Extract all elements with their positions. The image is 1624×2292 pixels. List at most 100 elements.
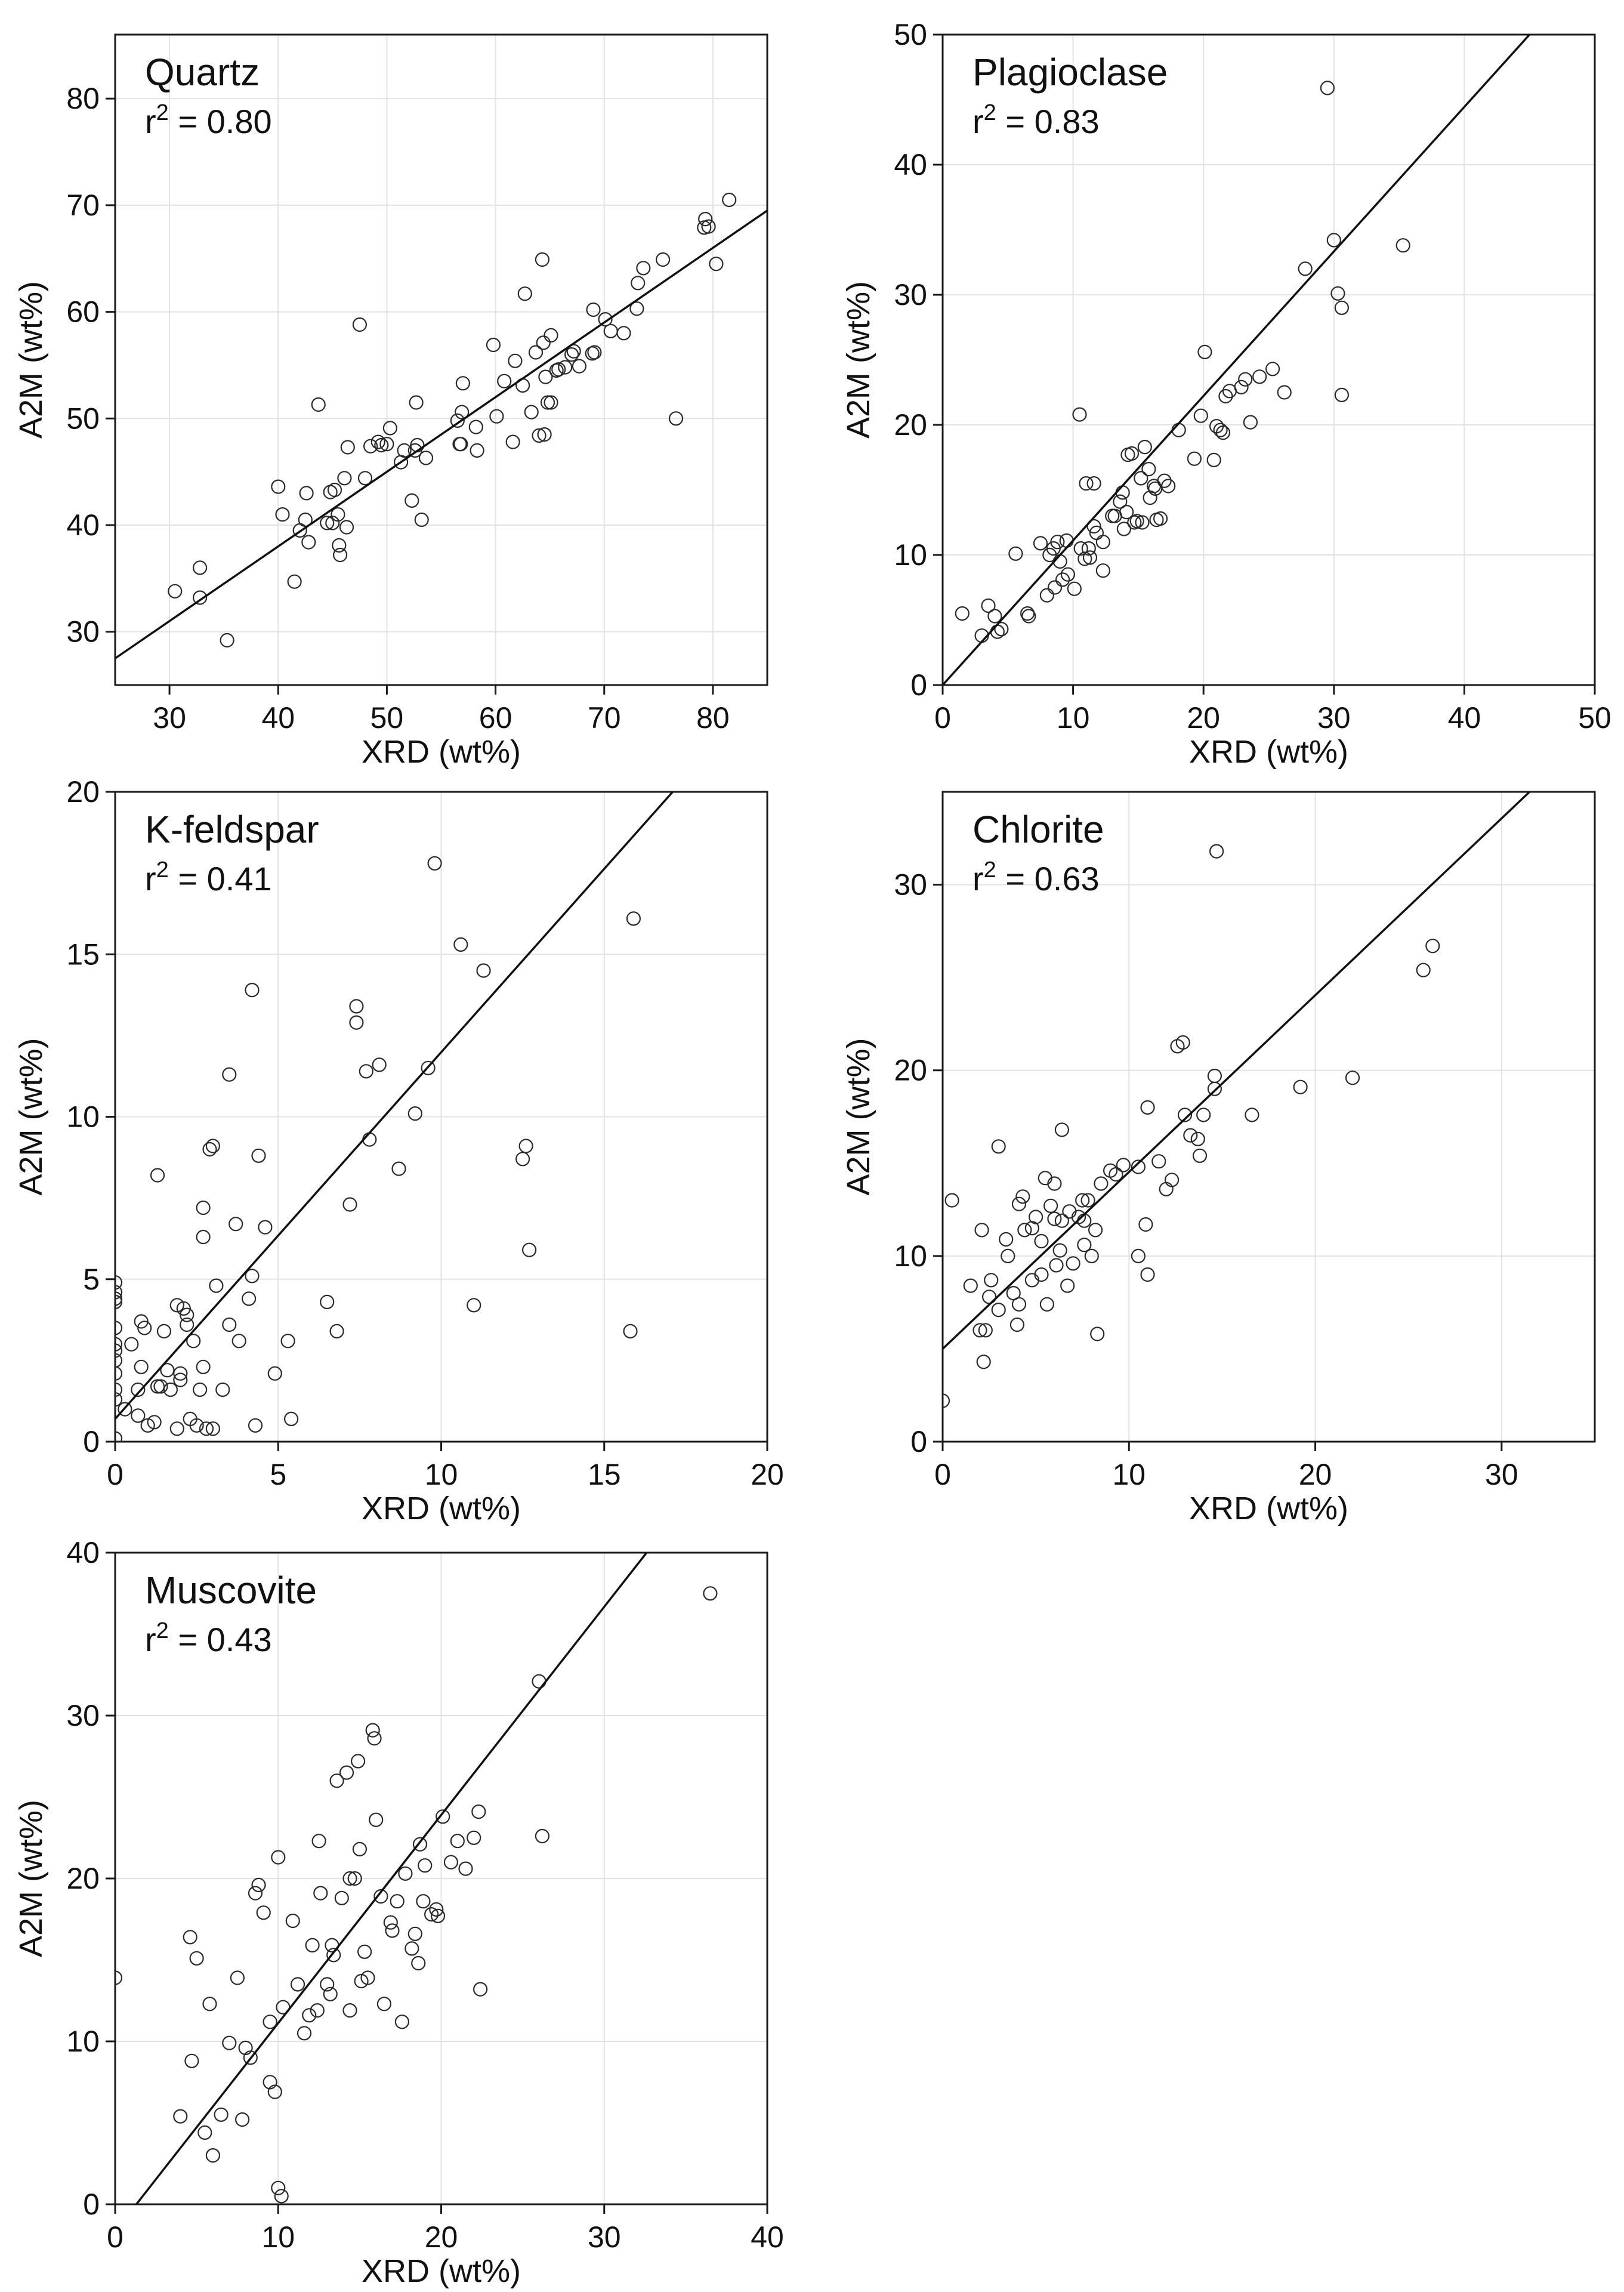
data-point xyxy=(515,1152,530,1167)
data-point xyxy=(367,1731,382,1746)
y-tick-label: 0 xyxy=(910,668,927,702)
y-axis-label: A2M (wt%) xyxy=(841,281,876,439)
data-point xyxy=(205,1421,220,1436)
data-point xyxy=(984,1273,999,1288)
data-point xyxy=(186,1334,201,1349)
y-tick-label: 5 xyxy=(83,1263,100,1296)
data-point xyxy=(544,328,558,343)
data-point xyxy=(1209,844,1224,859)
data-point xyxy=(302,2008,317,2023)
data-point xyxy=(263,2075,277,2090)
r-squared-r: r xyxy=(145,1621,156,1658)
data-point xyxy=(1190,1131,1205,1146)
data-point xyxy=(140,1418,155,1433)
data-point xyxy=(115,1392,123,1407)
data-point xyxy=(963,1278,978,1293)
y-tick-label: 0 xyxy=(910,1425,927,1458)
data-point xyxy=(1052,1243,1067,1258)
y-tick-label: 15 xyxy=(66,937,100,971)
y-tick-label: 30 xyxy=(894,278,927,311)
data-point xyxy=(1054,1213,1070,1228)
data-point xyxy=(407,1926,422,1941)
data-point xyxy=(1081,541,1096,556)
data-point xyxy=(603,323,618,338)
data-point xyxy=(337,471,352,486)
data-point xyxy=(636,261,651,276)
data-point xyxy=(436,1809,450,1824)
data-point xyxy=(1038,1171,1052,1186)
fit-line-group xyxy=(943,792,1530,1350)
data-point xyxy=(1293,1079,1308,1094)
data-point xyxy=(1320,81,1335,95)
data-point xyxy=(1140,1100,1155,1115)
data-point xyxy=(1140,1267,1155,1282)
data-point xyxy=(1034,1233,1049,1249)
x-tick-label: 20 xyxy=(425,2220,458,2254)
data-point xyxy=(585,346,600,361)
data-point xyxy=(1218,388,1233,404)
panel-plagioclase: 0 10 20 30 40 50 0 10 20 30 40 50 XRD (wt%) A2M (wt%)… xyxy=(841,18,1611,770)
data-point xyxy=(150,1168,165,1183)
data-point xyxy=(1141,461,1156,477)
data-point xyxy=(1034,1267,1049,1282)
y-tick-label: 20 xyxy=(66,775,100,809)
r-squared-label: r2 = 0.63 xyxy=(972,857,1100,897)
data-point xyxy=(311,397,326,412)
data-point xyxy=(193,590,208,605)
data-point xyxy=(412,1837,428,1852)
data-point xyxy=(390,1894,405,1909)
data-point xyxy=(405,493,419,508)
data-point xyxy=(373,1889,388,1904)
data-point xyxy=(365,1723,380,1738)
data-point xyxy=(1062,1204,1077,1219)
r-squared-sup: 2 xyxy=(156,1618,169,1643)
r-squared-label: r2 = 0.80 xyxy=(145,100,272,140)
r-squared-value: = 0.63 xyxy=(996,860,1100,897)
data-point xyxy=(1277,385,1292,400)
data-point xyxy=(134,1314,149,1329)
data-point xyxy=(297,2026,312,2041)
r-squared-sup: 2 xyxy=(984,100,996,125)
data-point xyxy=(518,1139,533,1153)
panel-title: Quartz xyxy=(145,51,260,94)
data-point xyxy=(703,1586,718,1601)
data-point xyxy=(698,212,713,227)
data-point xyxy=(528,345,544,360)
data-point xyxy=(274,2189,289,2204)
plot-frame xyxy=(941,791,1596,1443)
data-point xyxy=(222,2035,237,2050)
data-point xyxy=(564,347,579,362)
data-point xyxy=(470,443,484,458)
data-point xyxy=(1234,380,1249,394)
data-point xyxy=(586,302,601,317)
data-point xyxy=(1095,563,1111,578)
data-point xyxy=(196,1229,211,1245)
r-squared-value: = 0.41 xyxy=(169,860,272,897)
data-point xyxy=(329,1324,344,1338)
data-point xyxy=(1079,476,1094,491)
scatter-points xyxy=(115,1586,718,2204)
data-point xyxy=(521,1242,537,1257)
data-point xyxy=(115,1321,123,1335)
data-point xyxy=(535,1828,550,1844)
data-point xyxy=(349,999,364,1014)
fit-line xyxy=(943,792,1530,1350)
fit-line xyxy=(115,792,674,1420)
data-point xyxy=(243,2050,258,2065)
data-point xyxy=(1047,1176,1062,1191)
data-point xyxy=(452,437,467,452)
r-squared-label: r2 = 0.83 xyxy=(972,100,1100,140)
data-point xyxy=(668,411,684,426)
x-tick-label: 70 xyxy=(588,701,621,735)
data-point xyxy=(1159,1182,1174,1196)
data-point xyxy=(453,437,468,452)
data-point xyxy=(467,1830,481,1845)
data-point xyxy=(1345,1071,1360,1085)
scatter-points xyxy=(168,192,737,648)
data-point xyxy=(1213,422,1228,437)
data-point xyxy=(267,2084,282,2099)
y-axis-label: A2M (wt%) xyxy=(13,281,49,439)
data-point xyxy=(443,1855,459,1870)
data-point xyxy=(981,598,996,613)
